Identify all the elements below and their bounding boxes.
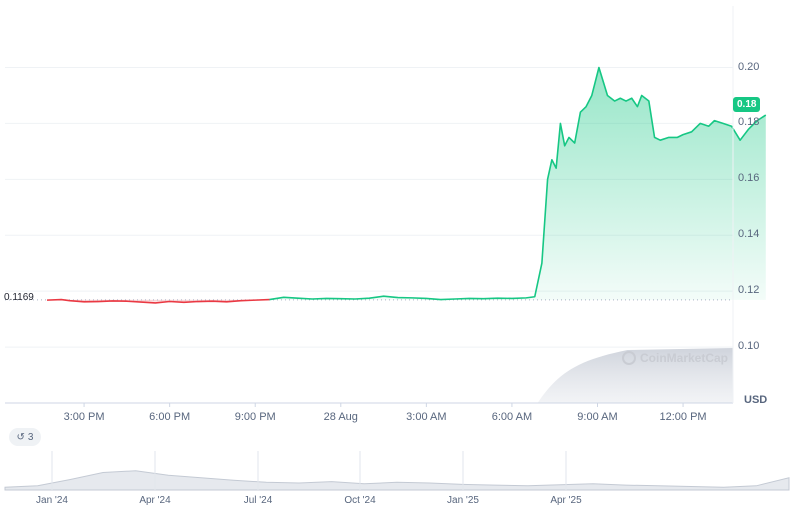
volume-area xyxy=(537,348,733,403)
currency-label: USD xyxy=(744,394,768,406)
price-area xyxy=(47,67,766,303)
navigator-label: Oct '24 xyxy=(344,495,376,506)
navigator-label: Apr '25 xyxy=(550,495,582,506)
coinmarketcap-logo-icon xyxy=(622,351,636,365)
navigator-area xyxy=(4,470,790,491)
down-area xyxy=(47,299,270,303)
x-tick-label: 28 Aug xyxy=(323,411,358,423)
history-count: 3 xyxy=(27,431,34,443)
y-tick-label: 0.20 xyxy=(738,60,760,73)
navigator-label: Jan '25 xyxy=(447,495,479,506)
x-tick-label: 3:00 AM xyxy=(406,411,447,423)
current-price-badge: 0.18 xyxy=(733,97,761,112)
x-axis-ticks xyxy=(83,403,684,407)
x-tick-label: 6:00 PM xyxy=(149,411,191,423)
grid-lines xyxy=(5,67,733,348)
volume-shape xyxy=(537,348,733,403)
x-tick-label: 12:00 PM xyxy=(659,411,707,423)
reference-price-label: 0.1169 xyxy=(4,292,34,303)
price-line xyxy=(46,66,767,304)
y-tick-label: 0.14 xyxy=(738,228,760,241)
y-tick-label: 0.12 xyxy=(738,284,760,297)
down-line-segment xyxy=(46,298,270,304)
navigator-label: Jan '24 xyxy=(36,495,68,506)
x-tick-label: 9:00 PM xyxy=(234,411,276,423)
y-tick-label: 0.16 xyxy=(738,172,760,185)
history-icon: ↺ xyxy=(16,431,25,443)
x-tick-label: 9:00 AM xyxy=(577,411,618,423)
watermark: CoinMarketCap xyxy=(622,351,728,365)
y-tick-label: 0.10 xyxy=(738,340,760,353)
navigator-chart xyxy=(4,451,790,491)
watermark-text: CoinMarketCap xyxy=(640,351,729,365)
history-button[interactable]: ↺ 3 xyxy=(9,428,41,446)
up-line-segment xyxy=(269,66,767,301)
x-tick-label: 3:00 PM xyxy=(63,411,105,423)
y-tick-label: 0.18 xyxy=(738,116,760,129)
navigator-label: Jul '24 xyxy=(243,495,273,506)
navigator-label: Apr '24 xyxy=(139,495,171,506)
x-tick-label: 6:00 AM xyxy=(491,411,533,423)
up-area xyxy=(269,67,766,300)
